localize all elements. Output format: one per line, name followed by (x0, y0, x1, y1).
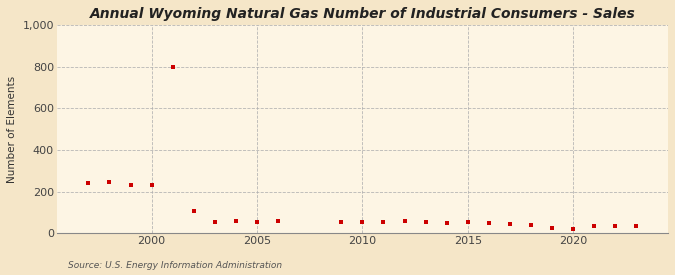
Text: Source: U.S. Energy Information Administration: Source: U.S. Energy Information Administ… (68, 260, 281, 270)
Y-axis label: Number of Elements: Number of Elements (7, 76, 17, 183)
Title: Annual Wyoming Natural Gas Number of Industrial Consumers - Sales: Annual Wyoming Natural Gas Number of Ind… (90, 7, 635, 21)
